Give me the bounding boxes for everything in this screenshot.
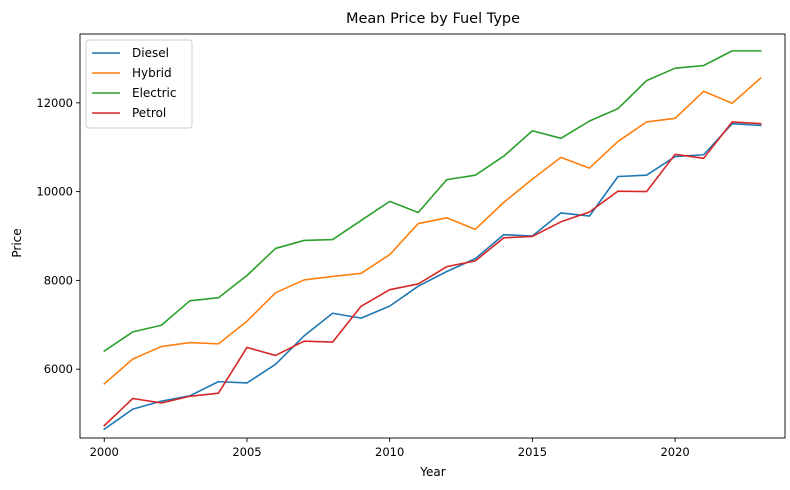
axes-frame	[79, 33, 786, 439]
series-line-petrol	[103, 121, 762, 427]
legend-label-electric: Electric	[132, 86, 176, 100]
legend-label-diesel: Diesel	[132, 46, 169, 60]
chart-title: Mean Price by Fuel Type	[346, 11, 520, 27]
x-axis-label: Year	[419, 465, 445, 479]
legend-box	[85, 39, 193, 129]
y-tick-label: 6000	[44, 362, 73, 376]
x-tick-label: 2015	[518, 445, 547, 459]
legend: Diesel Hybrid Electric Petrol	[85, 39, 193, 129]
y-tick-label: 12000	[36, 96, 73, 110]
x-tick-label: 2010	[375, 445, 404, 459]
series-line-diesel	[103, 122, 762, 431]
x-tick-label: 2005	[232, 445, 261, 459]
legend-label-hybrid: Hybrid	[132, 66, 172, 80]
axis-ticks: 2000 2005 2010 2015 2020 6000 8000 10000 12000	[36, 96, 689, 459]
x-tick-label: 2020	[660, 445, 689, 459]
legend-label-petrol: Petrol	[132, 106, 166, 120]
plot-area	[79, 33, 786, 439]
y-axis-label: Price	[10, 228, 24, 257]
series-line-hybrid	[103, 76, 762, 385]
x-tick-label: 2000	[90, 445, 119, 459]
y-tick-label: 10000	[36, 185, 73, 199]
y-tick-label: 8000	[44, 273, 73, 287]
series-line-electric	[103, 50, 762, 353]
